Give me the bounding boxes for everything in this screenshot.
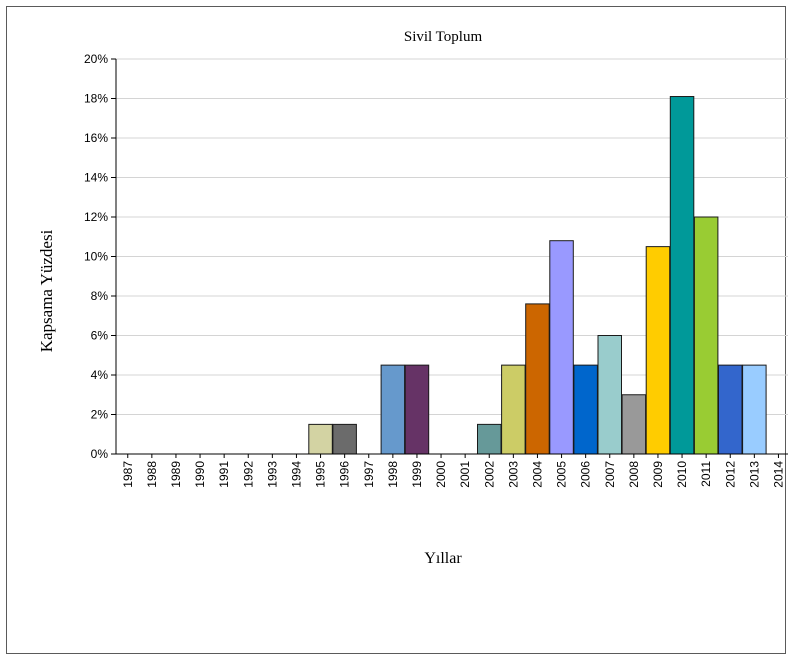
x-tick-label: 2005 bbox=[555, 461, 569, 488]
chart-title: Sivil Toplum bbox=[404, 29, 483, 45]
y-tick-label: 12% bbox=[84, 210, 108, 224]
y-tick-label: 4% bbox=[91, 368, 109, 382]
x-tick-label: 2007 bbox=[603, 461, 617, 488]
x-tick-label: 1991 bbox=[217, 461, 231, 488]
x-tick-label: 2001 bbox=[458, 461, 472, 488]
x-tick-label: 2000 bbox=[434, 461, 448, 488]
x-axis-label: Yıllar bbox=[424, 550, 462, 567]
y-tick-label: 10% bbox=[84, 250, 108, 264]
x-tick-label: 2008 bbox=[627, 461, 641, 488]
x-tick-label: 2002 bbox=[482, 461, 496, 488]
x-tick-label: 2003 bbox=[506, 461, 520, 488]
y-tick-label: 16% bbox=[84, 131, 108, 145]
bar-1998 bbox=[380, 364, 406, 455]
y-tick-label: 8% bbox=[91, 289, 109, 303]
bar-2012 bbox=[718, 364, 743, 455]
x-tick-label: 1990 bbox=[193, 461, 207, 488]
x-tick-label: 1992 bbox=[241, 461, 255, 488]
bar-2002 bbox=[477, 423, 502, 455]
bar-2010 bbox=[669, 96, 695, 455]
x-tick-label: 1994 bbox=[289, 461, 303, 488]
bar-2009 bbox=[645, 246, 671, 455]
y-tick-label: 18% bbox=[84, 92, 108, 106]
bars bbox=[308, 96, 767, 455]
y-tick-label: 14% bbox=[84, 171, 108, 185]
bar-2008 bbox=[621, 394, 647, 455]
bar-2004 bbox=[525, 303, 550, 455]
bar-1996 bbox=[332, 423, 357, 455]
y-tick-label: 20% bbox=[84, 52, 108, 66]
y-tick-label: 6% bbox=[91, 329, 109, 343]
x-ticks: 1987 1988 1989 1990 1991 1992 1993 1994 1995 1996… bbox=[121, 454, 785, 488]
x-tick-label: 2012 bbox=[723, 461, 737, 488]
x-tick-label: 2011 bbox=[699, 461, 713, 487]
x-tick-label: 1987 bbox=[121, 461, 135, 488]
bar-2007 bbox=[597, 335, 622, 455]
x-tick-label: 1997 bbox=[362, 461, 376, 488]
y-ticks: 0% 2% 4% 6% 8% 10% 12% 14% 16% 18% 20% bbox=[84, 52, 116, 461]
y-axis-label: Kapsama Yüzdesi bbox=[37, 229, 56, 352]
x-tick-label: 1996 bbox=[338, 461, 352, 488]
x-tick-label: 1995 bbox=[314, 461, 328, 488]
x-tick-label: 2013 bbox=[747, 461, 761, 488]
x-tick-label: 1999 bbox=[410, 461, 424, 488]
x-tick-label: 1988 bbox=[145, 461, 159, 488]
bar-2005 bbox=[549, 240, 574, 455]
y-tick-label: 0% bbox=[91, 447, 109, 461]
x-tick-label: 2009 bbox=[651, 461, 665, 488]
bar-2003 bbox=[501, 364, 526, 455]
bar-2011 bbox=[693, 216, 719, 455]
x-tick-label: 2014 bbox=[771, 461, 785, 488]
x-tick-label: 2004 bbox=[530, 461, 544, 488]
bar-1999 bbox=[404, 364, 430, 455]
bar-1995 bbox=[308, 423, 333, 455]
y-tick-label: 2% bbox=[91, 408, 109, 422]
bar-2006 bbox=[573, 364, 598, 455]
x-tick-label: 2006 bbox=[579, 461, 593, 488]
x-tick-label: 1998 bbox=[386, 461, 400, 488]
x-tick-label: 2010 bbox=[675, 461, 689, 488]
bar-2013 bbox=[742, 364, 767, 455]
x-tick-label: 1989 bbox=[169, 461, 183, 488]
x-tick-label: 1993 bbox=[265, 461, 279, 488]
